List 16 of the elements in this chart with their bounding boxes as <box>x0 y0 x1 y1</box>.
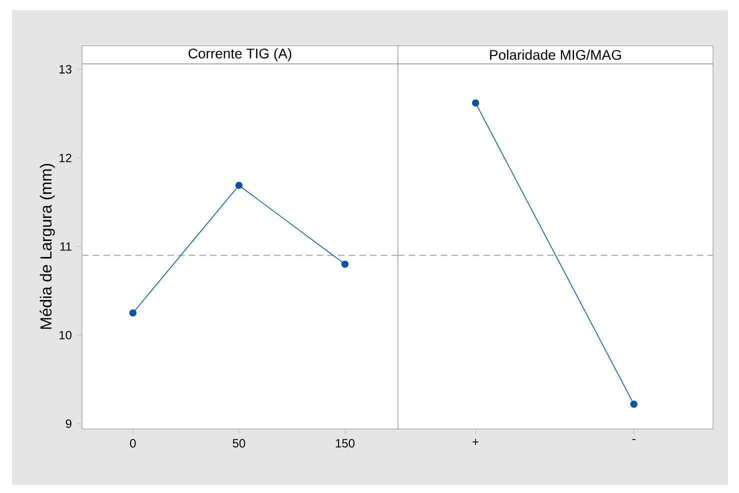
y-axis-title: Média de Largura (mm) <box>40 164 55 329</box>
point <box>235 182 243 189</box>
x-tick-label: 50 <box>232 439 246 448</box>
chart-title: Corrente TIG (A) <box>188 48 292 62</box>
x-tick-label: + <box>472 439 478 445</box>
point <box>129 309 137 317</box>
y-tick-label: 10 <box>60 330 72 340</box>
y-tick-label: 11 <box>60 242 72 251</box>
point <box>341 260 349 268</box>
y-tick-label: 12 <box>60 154 72 162</box>
x-tick-label: - <box>632 439 636 440</box>
x-tick-label: 150 <box>336 439 355 448</box>
y-tick-label: 13 <box>60 65 72 74</box>
chart-title: Polaridade MIG/MAG <box>490 50 621 60</box>
y-tick-label: 9 <box>66 419 72 428</box>
x-tick-label: 0 <box>130 439 136 448</box>
